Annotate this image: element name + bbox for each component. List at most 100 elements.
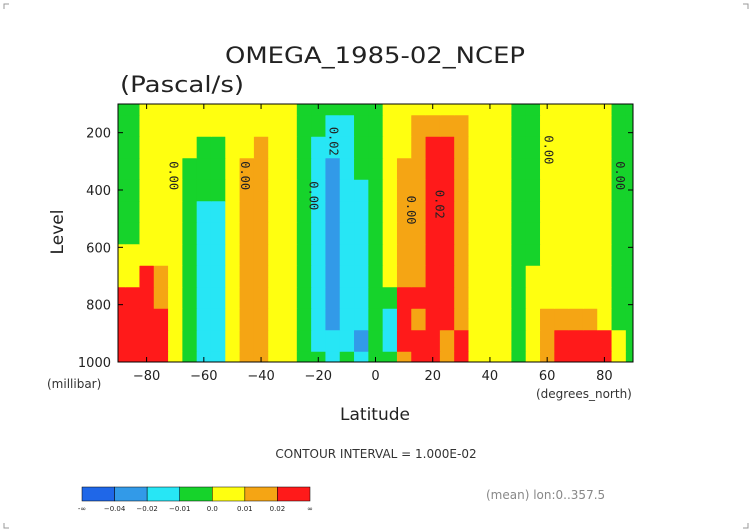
contour-cell — [182, 104, 198, 116]
contour-cell — [482, 243, 498, 266]
contour-cell — [368, 222, 384, 245]
contour-cell — [411, 114, 427, 137]
contour-cell — [454, 265, 469, 288]
contour-cell — [625, 265, 634, 288]
contour-cell — [425, 351, 441, 363]
contour-cell — [325, 243, 341, 266]
contour-cell — [153, 351, 169, 363]
contour-cell — [225, 265, 241, 288]
contour-cell — [511, 222, 527, 245]
colorbar-tick-label: −0.01 — [169, 505, 190, 513]
contour-cell — [611, 136, 627, 159]
contour-cell — [182, 136, 198, 159]
contour-cell — [168, 157, 183, 180]
contour-cell — [296, 286, 312, 309]
contour-cell — [153, 179, 169, 202]
contour-cell — [118, 136, 126, 159]
contour-cell — [182, 286, 198, 309]
contour-cell — [582, 222, 598, 245]
contour-cell — [625, 136, 634, 159]
contour-cell — [497, 157, 512, 180]
contour-cell — [225, 114, 241, 137]
contour-cell — [210, 136, 226, 159]
contour-cell — [396, 114, 412, 137]
contour-label: 0.00 — [238, 161, 252, 190]
contour-cell — [625, 200, 634, 223]
contour-cell — [225, 351, 241, 363]
contour-cell — [396, 243, 412, 266]
contour-cell — [182, 114, 198, 137]
contour-cell — [182, 265, 198, 288]
contour-cell — [268, 308, 284, 331]
contour-cell — [253, 179, 269, 202]
contour-cell — [325, 157, 341, 180]
contour-cell — [382, 351, 398, 363]
contour-cell — [454, 114, 469, 137]
contour-cell — [582, 351, 598, 363]
contour-cell — [439, 104, 455, 116]
contour-label: 0.00 — [167, 161, 181, 190]
contour-cell — [325, 114, 341, 137]
contour-cell — [525, 114, 541, 137]
x-tick-label: 40 — [482, 369, 499, 384]
contour-cell — [382, 179, 398, 202]
contour-cell — [568, 222, 584, 245]
contour-cell — [396, 329, 412, 352]
chart-subtitle: (Pascal/s) — [120, 73, 244, 98]
x-tick-label: 60 — [539, 369, 556, 384]
y-axis-units: (millibar) — [47, 377, 101, 391]
contour-cell — [411, 200, 427, 223]
contour-cell — [282, 222, 298, 245]
contour-cell — [354, 243, 369, 266]
contour-cell — [597, 104, 613, 116]
colorbar-tick-label: 0.02 — [270, 505, 286, 513]
contour-cell — [339, 222, 355, 245]
contour-cell — [425, 222, 441, 245]
contour-cell — [368, 104, 384, 116]
contour-cell — [118, 243, 126, 266]
contour-cell — [625, 329, 634, 352]
contour-cell — [368, 286, 384, 309]
contour-cell — [611, 308, 627, 331]
colorbar-swatch — [179, 486, 213, 502]
contour-cell — [125, 136, 140, 159]
contour-cell — [225, 179, 241, 202]
averaging-note: (mean) lon:0..357.5 — [486, 488, 605, 502]
colorbar-tick-label: -∞ — [78, 505, 86, 513]
contour-cell — [210, 265, 226, 288]
contour-cell — [625, 351, 634, 363]
colorbar-swatch — [114, 486, 148, 502]
contour-cell — [568, 104, 584, 116]
contour-cell — [225, 329, 241, 352]
contour-cell — [554, 104, 570, 116]
contour-label: 0.02 — [433, 190, 447, 219]
contour-cell — [396, 200, 412, 223]
contour-cell — [139, 114, 155, 137]
contour-cell — [268, 179, 284, 202]
contour-label: 0.00 — [613, 161, 627, 190]
contour-cell — [296, 265, 312, 288]
contour-cell — [125, 243, 140, 266]
contour-cell — [354, 179, 369, 202]
contour-cell — [153, 136, 169, 159]
contour-cell — [568, 308, 584, 331]
contour-cell — [382, 157, 398, 180]
contour-cell — [568, 114, 584, 137]
contour-cell — [153, 114, 169, 137]
contour-labels: 0.00 0.00 0.00 0.02 0.00 0.02 0.00 0.00 — [167, 127, 627, 225]
contour-cell — [368, 179, 384, 202]
contour-cell — [568, 179, 584, 202]
contour-cell — [168, 136, 183, 159]
contour-cell — [253, 200, 269, 223]
contour-cell — [582, 243, 598, 266]
contour-cell — [253, 114, 269, 137]
contour-cell — [368, 114, 384, 137]
contour-cell — [196, 157, 212, 180]
contour-cell — [118, 104, 126, 116]
contour-cell — [253, 222, 269, 245]
y-axis-label: Level — [48, 210, 68, 255]
contour-cell — [454, 286, 469, 309]
colorbar-swatch — [277, 486, 311, 502]
contour-cell — [497, 114, 512, 137]
contour-cell — [454, 200, 469, 223]
